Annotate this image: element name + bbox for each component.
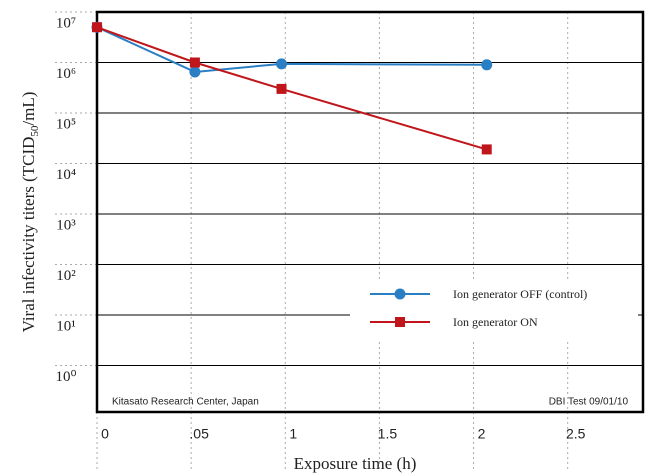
legend-label: Ion generator OFF (control) (453, 287, 587, 301)
annotation: DBI Test 09/01/10 (549, 397, 629, 408)
marker (189, 57, 200, 68)
legend-marker (394, 288, 406, 300)
x-tick-label: .05 (189, 426, 209, 442)
y-tick-label: 10³ (56, 217, 76, 233)
y-tick-label: 10¹ (56, 318, 76, 334)
x-axis-label: Exposure time (h) (294, 454, 417, 473)
marker (92, 22, 102, 33)
x-tick-label: 1.5 (378, 426, 398, 442)
y-tick-label: 10⁴ (56, 167, 76, 183)
y-tick-label: 10⁵ (56, 116, 76, 132)
y-tick-label: 10⁶ (56, 66, 76, 82)
y-tick-label: 10⁷ (56, 15, 76, 31)
marker (481, 59, 493, 71)
marker (276, 58, 288, 70)
y-tick-label: 10² (56, 268, 76, 284)
legend-marker (395, 317, 405, 327)
marker (276, 83, 287, 94)
plot-frame (95, 10, 645, 414)
series-line (96, 26, 488, 151)
annotation: Kitasato Research Center, Japan (112, 397, 259, 408)
x-tick-label: 2.5 (566, 426, 586, 442)
series-line (96, 26, 487, 73)
marker (481, 144, 492, 155)
x-tick-label: 1 (289, 426, 297, 442)
marker (189, 66, 201, 78)
y-axis-label: Viral infectivity titers (TCID50/mL) (19, 92, 41, 333)
x-tick-label: 2 (478, 426, 486, 442)
legend-label: Ion generator ON (453, 315, 538, 329)
x-tick-label: 0 (101, 426, 109, 442)
plot-background (97, 12, 643, 412)
y-tick-label: 10⁰ (55, 369, 76, 385)
